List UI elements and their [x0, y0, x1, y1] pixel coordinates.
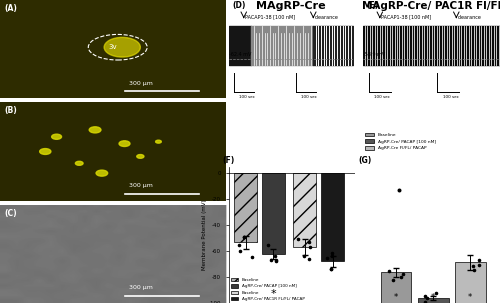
Point — [385, 268, 393, 273]
Point — [398, 271, 406, 276]
Text: 300 μm: 300 μm — [129, 81, 153, 85]
Ellipse shape — [40, 148, 51, 155]
Point — [397, 275, 405, 280]
Text: (G): (G) — [359, 156, 372, 165]
Point — [267, 258, 275, 263]
Text: (E): (E) — [366, 1, 378, 10]
Bar — [455, 262, 486, 303]
Point — [264, 242, 272, 247]
Text: 300 μm: 300 μm — [129, 285, 153, 290]
Point — [272, 258, 280, 262]
Point — [240, 235, 248, 239]
Point — [470, 268, 478, 272]
Text: 3v: 3v — [109, 44, 118, 50]
Text: *: * — [394, 293, 398, 302]
Point — [424, 295, 432, 300]
Text: (A): (A) — [4, 4, 18, 13]
Legend: Baseline, AgRP-Cre/ PACAP [100 nM], AgRP-Cre Fl/FL/ PACAP: Baseline, AgRP-Cre/ PACAP [100 nM], AgRP… — [364, 131, 438, 152]
Point — [305, 240, 313, 245]
Ellipse shape — [137, 155, 144, 158]
Point — [272, 258, 280, 263]
Point — [294, 236, 302, 241]
Legend: Baseline, AgRP-Cre/ PACAP [100 nM], Baseline, AgRP-Cre/ PAC1R FL/FL/ PACAP: Baseline, AgRP-Cre/ PACAP [100 nM], Base… — [231, 278, 304, 301]
Text: 100 sec: 100 sec — [239, 95, 254, 99]
Ellipse shape — [119, 141, 130, 146]
Text: 100 sec: 100 sec — [374, 95, 390, 99]
Point — [305, 256, 313, 261]
Ellipse shape — [104, 37, 141, 57]
Ellipse shape — [156, 140, 162, 143]
Point — [421, 293, 429, 298]
Point — [327, 267, 335, 271]
Point — [248, 255, 256, 260]
Ellipse shape — [89, 127, 101, 133]
Text: 100 sec: 100 sec — [442, 95, 458, 99]
Text: clearance: clearance — [314, 15, 338, 20]
Bar — [262, 173, 285, 254]
Point — [328, 250, 336, 255]
Point — [389, 278, 397, 282]
Text: *: * — [468, 293, 472, 302]
Text: clearance: clearance — [458, 15, 481, 20]
Point — [300, 254, 308, 259]
Point — [474, 258, 482, 263]
Bar — [294, 173, 316, 247]
Point — [324, 255, 332, 260]
Text: MAgRP-Cre/ PAC1R Fl/Fl: MAgRP-Cre/ PAC1R Fl/Fl — [362, 1, 500, 11]
Ellipse shape — [76, 161, 83, 165]
Bar — [321, 173, 344, 261]
Text: *: * — [431, 293, 436, 302]
Point — [236, 249, 244, 254]
Bar — [418, 298, 448, 303]
Point — [236, 242, 244, 247]
Text: PACAP1-38 [100 nM]: PACAP1-38 [100 nM] — [381, 15, 432, 20]
Point — [306, 244, 314, 249]
Text: (B): (B) — [4, 106, 18, 115]
Text: 300 μm: 300 μm — [129, 183, 153, 188]
Point — [394, 188, 402, 192]
Text: MAgRP-Cre: MAgRP-Cre — [256, 1, 326, 11]
Text: PACAP1-38 [100 nM]: PACAP1-38 [100 nM] — [245, 15, 295, 20]
Text: (C): (C) — [4, 208, 17, 218]
Point — [421, 300, 429, 303]
Text: -53.9 mV: -53.9 mV — [364, 52, 386, 57]
Point — [328, 267, 336, 271]
Y-axis label: Membrane Potential (mV): Membrane Potential (mV) — [202, 200, 207, 270]
Point — [432, 291, 440, 296]
Point — [240, 235, 248, 239]
Text: (F): (F) — [222, 156, 235, 165]
Ellipse shape — [52, 134, 62, 139]
Point — [474, 263, 482, 268]
Bar — [381, 272, 412, 303]
Ellipse shape — [96, 170, 108, 176]
Bar — [234, 173, 257, 242]
Text: -62.4 mV: -62.4 mV — [229, 52, 251, 57]
Text: *: * — [270, 289, 276, 299]
Point — [470, 264, 478, 269]
Point — [271, 254, 279, 258]
Point — [328, 253, 336, 258]
Text: (D): (D) — [232, 1, 246, 10]
Text: 100 sec: 100 sec — [301, 95, 316, 99]
